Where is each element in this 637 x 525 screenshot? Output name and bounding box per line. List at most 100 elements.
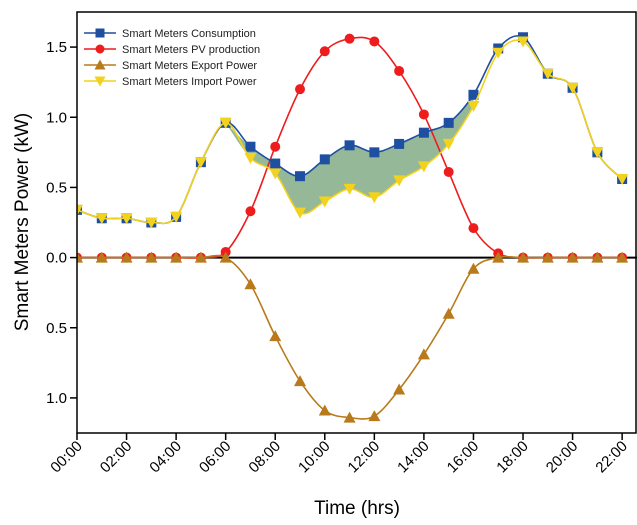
- x-tick-label: 00:00: [47, 438, 86, 477]
- data-point: [170, 251, 183, 263]
- data-point: [442, 307, 455, 319]
- data-point: [77, 251, 83, 263]
- x-tick-label: 04:00: [146, 438, 185, 477]
- legend-marker: [95, 28, 105, 38]
- data-point: [244, 278, 257, 290]
- data-point: [517, 36, 530, 48]
- data-point: [269, 168, 282, 180]
- data-point: [294, 375, 307, 387]
- data-point: [244, 152, 257, 164]
- y-tick-label: 1.5: [46, 39, 67, 56]
- data-point: [344, 33, 355, 44]
- data-point: [369, 147, 380, 158]
- data-point: [393, 383, 406, 395]
- data-point: [616, 173, 629, 185]
- legend-label: Smart Meters PV production: [122, 44, 260, 56]
- data-point: [219, 251, 232, 263]
- x-tick-label: 12:00: [345, 438, 384, 477]
- data-point: [319, 46, 330, 57]
- legend-label: Smart Meters Export Power: [122, 60, 257, 72]
- data-point: [468, 89, 479, 100]
- x-tick-label: 16:00: [444, 438, 483, 477]
- data-point: [394, 65, 405, 76]
- legend-label: Smart Meters Consumption: [122, 28, 256, 40]
- x-tick-label: 06:00: [196, 438, 235, 477]
- legend-marker: [95, 44, 105, 54]
- data-point: [343, 411, 356, 423]
- data-point: [194, 157, 207, 169]
- data-point: [591, 251, 604, 263]
- data-point: [566, 82, 579, 94]
- data-point: [492, 47, 505, 59]
- data-point: [245, 206, 256, 217]
- data-point: [120, 213, 133, 225]
- data-point: [120, 251, 133, 263]
- x-axis-title: Time (hrs): [314, 498, 400, 519]
- y-tick-label: 0.5: [46, 320, 67, 337]
- legend-marker: [94, 76, 106, 87]
- data-point: [269, 330, 282, 342]
- fill-between-area: [225, 94, 474, 214]
- data-point: [417, 348, 430, 360]
- legend: Smart Meters Consumption Smart Meters PV …: [84, 28, 260, 88]
- data-point: [369, 36, 380, 47]
- x-tick-label: 02:00: [97, 438, 136, 477]
- data-point: [245, 141, 256, 152]
- data-point: [418, 109, 429, 120]
- data-point: [468, 223, 479, 234]
- data-point: [219, 117, 232, 129]
- legend-label: Smart Meters Import Power: [122, 76, 257, 88]
- data-point: [344, 140, 355, 151]
- data-point: [270, 141, 281, 152]
- data-point: [294, 207, 307, 219]
- data-point: [145, 251, 158, 263]
- data-point: [492, 251, 505, 263]
- plot-frame: [76, 11, 637, 434]
- data-point: [145, 217, 158, 229]
- data-point: [418, 127, 429, 138]
- x-tick-label: 14:00: [394, 438, 433, 477]
- data-point: [295, 171, 306, 182]
- data-point: [194, 251, 207, 263]
- data-point: [95, 251, 108, 263]
- data-point: [467, 262, 480, 274]
- x-tick-label: 22:00: [592, 438, 631, 477]
- y-tick-label: 1.0: [46, 109, 67, 126]
- series-2: [77, 251, 629, 423]
- series-3: [77, 36, 629, 229]
- data-point: [417, 161, 430, 173]
- y-tick-label: 0.5: [46, 179, 67, 196]
- data-point: [591, 147, 604, 159]
- data-point: [443, 166, 454, 177]
- data-point: [319, 154, 330, 165]
- data-point: [442, 138, 455, 150]
- data-point: [541, 251, 554, 263]
- data-point: [295, 84, 306, 95]
- y-tick-label: 1.0: [46, 390, 67, 407]
- data-point: [541, 68, 554, 80]
- data-point: [318, 196, 331, 208]
- data-point: [616, 251, 629, 263]
- x-tick-label: 10:00: [295, 438, 334, 477]
- data-point: [368, 192, 381, 204]
- data-point: [318, 404, 331, 416]
- y-tick-label: 0.0: [46, 250, 67, 267]
- data-point: [95, 213, 108, 225]
- data-point: [566, 251, 579, 263]
- data-point: [368, 410, 381, 422]
- legend-marker: [94, 59, 106, 70]
- data-point: [394, 138, 405, 149]
- x-tick-label: 08:00: [245, 438, 284, 477]
- data-point: [170, 211, 183, 223]
- x-tick-label: 20:00: [543, 438, 582, 477]
- x-tick-label: 18:00: [493, 438, 532, 477]
- data-point: [343, 183, 356, 195]
- data-point: [517, 251, 530, 263]
- data-point: [77, 204, 83, 216]
- data-point: [270, 158, 281, 169]
- data-point: [393, 175, 406, 187]
- data-point: [443, 117, 454, 128]
- y-axis-title: Smart Meters Power (kW): [12, 113, 33, 332]
- data-point: [467, 101, 480, 113]
